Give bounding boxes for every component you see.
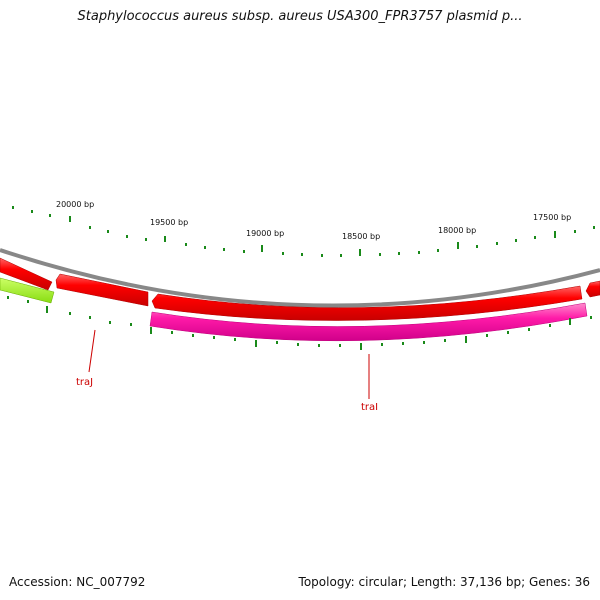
- genome-summary-text: Topology: circular; Length: 37,136 bp; G…: [298, 575, 590, 589]
- gene-other-left[interactable]: [0, 277, 55, 304]
- scale-label-19000: 19000 bp: [246, 229, 284, 238]
- inner-scale-ticks: [7, 296, 592, 350]
- scale-label-20000: 20000 bp: [56, 200, 94, 209]
- scale-label-19500: 19500 bp: [150, 218, 188, 227]
- gene-label-traI[interactable]: traI: [361, 402, 378, 413]
- gene-forward-left[interactable]: [0, 257, 53, 291]
- gene-label-traJ[interactable]: traJ: [76, 377, 93, 388]
- gene-forward-far-right[interactable]: [585, 280, 600, 298]
- gene-traJ[interactable]: [55, 273, 149, 307]
- map-title: Staphylococcus aureus subsp. aureus USA3…: [77, 9, 523, 24]
- traJ-leader-line: [88, 329, 96, 373]
- scale-label-18500: 18500 bp: [342, 232, 380, 241]
- gene-traI[interactable]: [149, 302, 588, 342]
- scale-label-17500: 17500 bp: [533, 213, 571, 222]
- genome-backbone: [0, 248, 600, 308]
- scale-label-18000: 18000 bp: [438, 226, 476, 235]
- gene-forward-right[interactable]: [151, 285, 583, 321]
- outer-scale-ticks: [12, 206, 595, 257]
- accession-text: Accession: NC_007792: [9, 575, 146, 589]
